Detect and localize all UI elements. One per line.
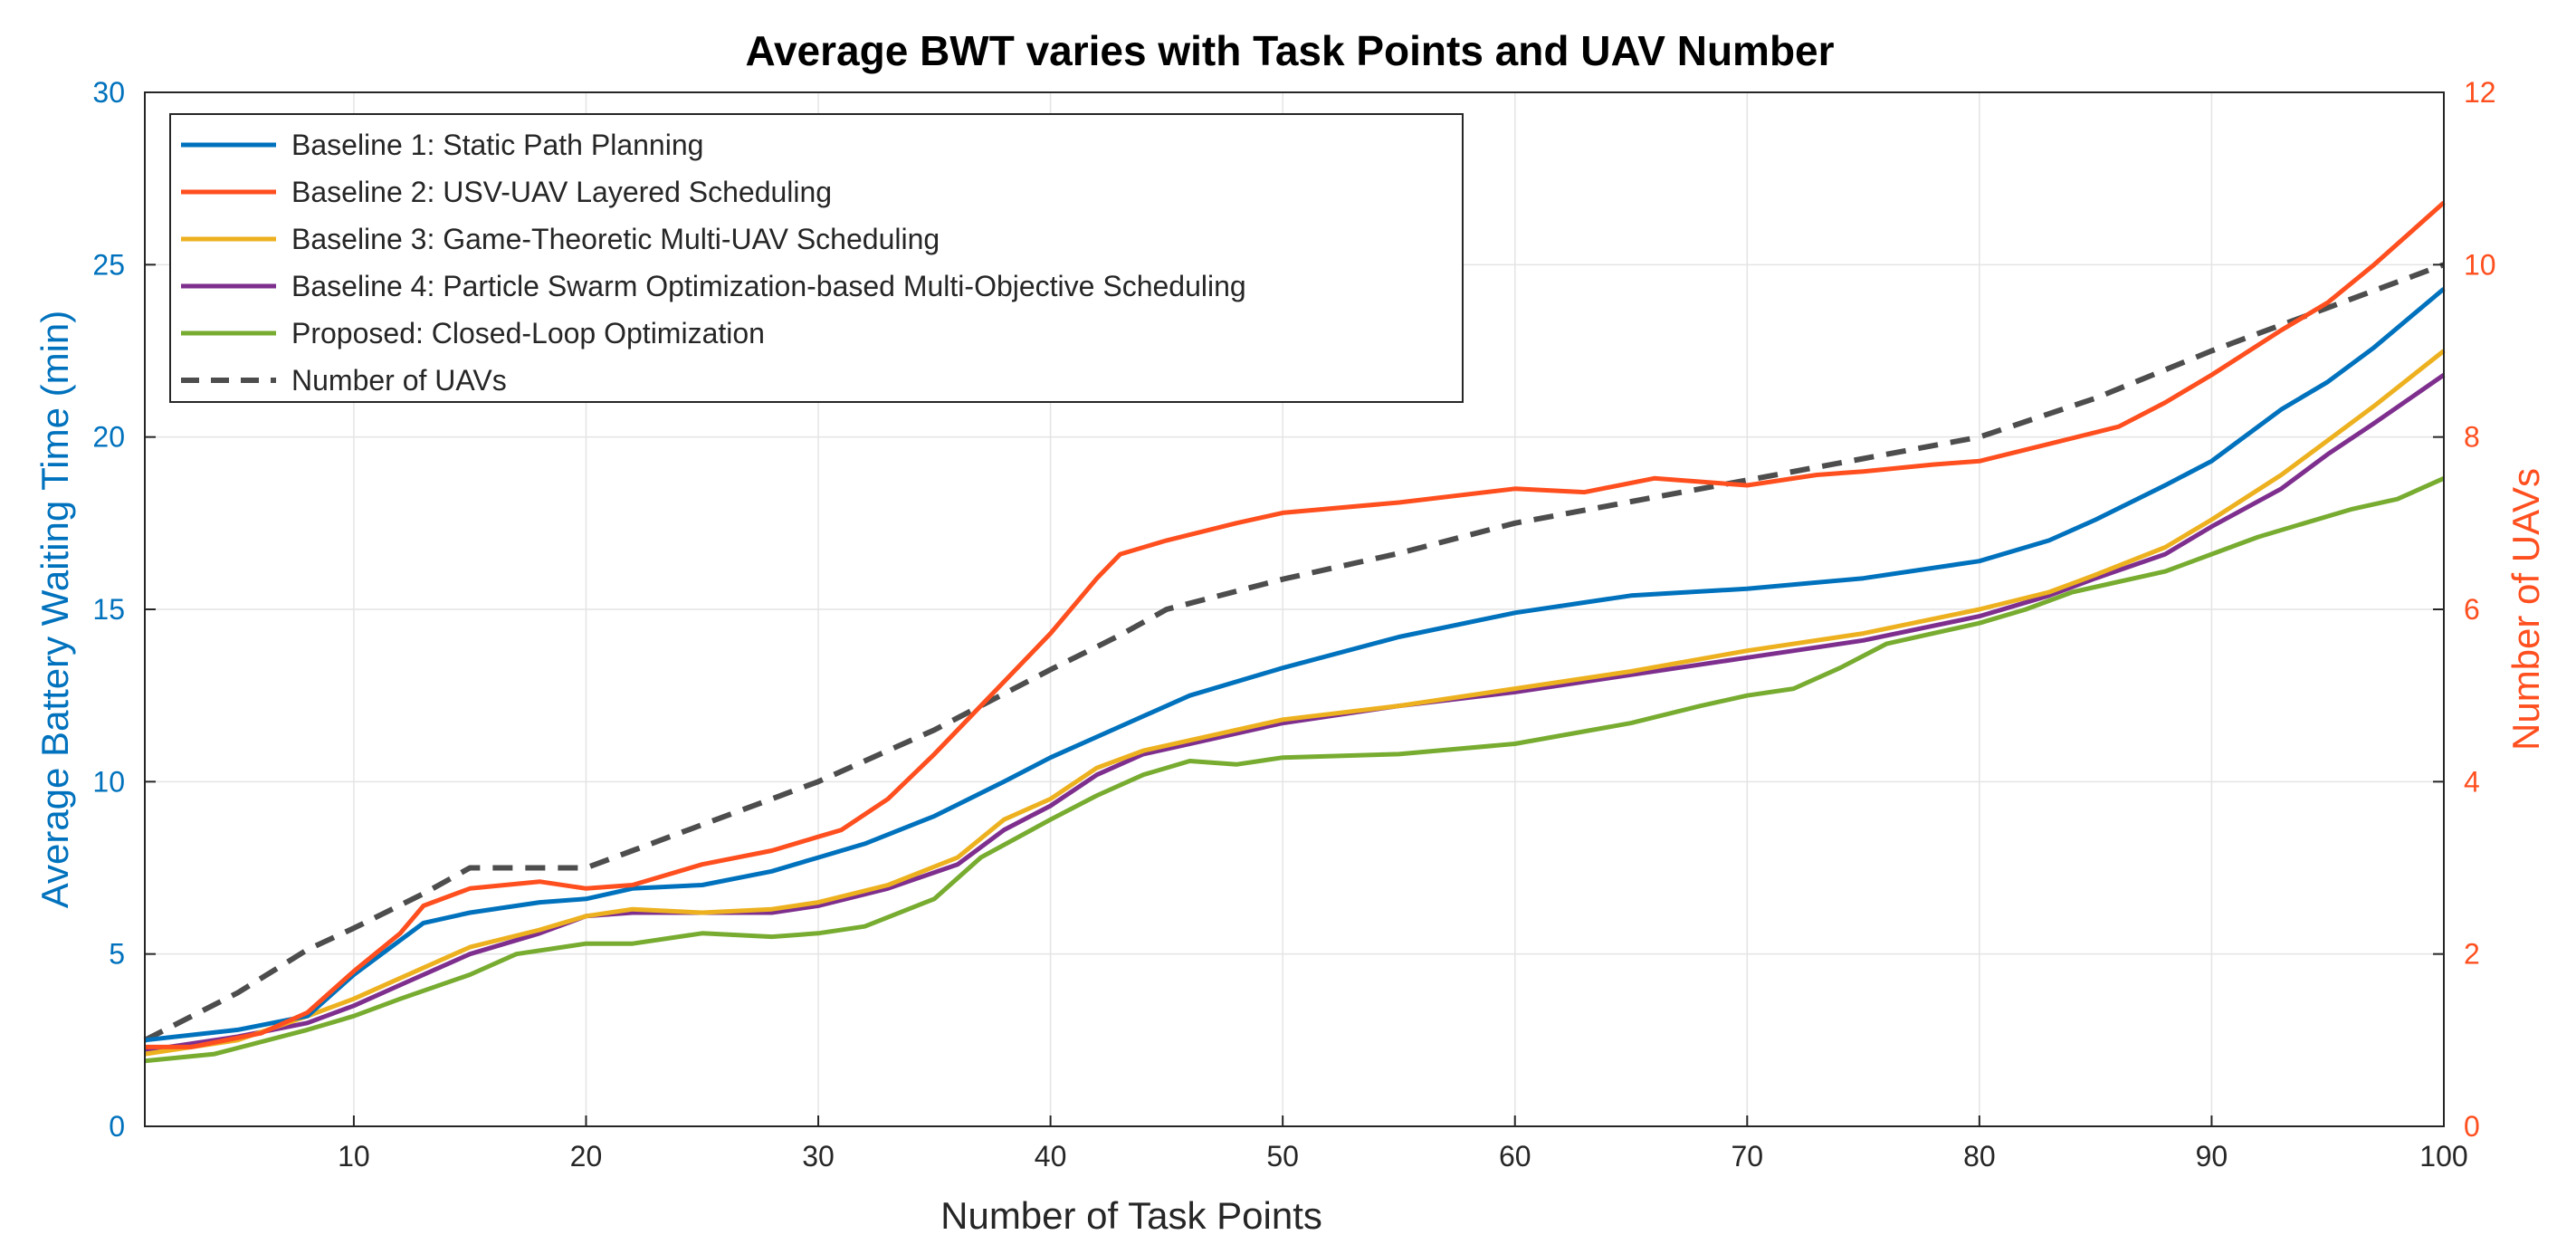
x-tick-label: 70 <box>1732 1140 1764 1173</box>
left-y-tick-label: 5 <box>109 938 125 971</box>
right-y-tick-label: 2 <box>2464 938 2480 971</box>
legend-label-2: Baseline 2: USV-UAV Layered Scheduling <box>291 176 832 208</box>
series-line-1 <box>144 287 2446 1043</box>
left-y-tick-label: 25 <box>92 248 125 281</box>
right-y-axis-ticks: 0 2 4 6 8 10 12 <box>2433 76 2496 1143</box>
x-tick-label: 10 <box>338 1140 370 1173</box>
series-line-4 <box>144 373 2446 1053</box>
left-y-tick-label: 30 <box>92 76 125 109</box>
series-lines <box>143 200 2446 1064</box>
series-line-5 <box>144 476 2446 1064</box>
x-axis-ticks: 10 20 30 40 50 60 70 80 90 100 <box>338 1115 2468 1173</box>
x-tick-label: 20 <box>570 1140 603 1173</box>
right-y-tick-label: 12 <box>2464 76 2496 109</box>
x-tick-label: 30 <box>802 1140 835 1173</box>
x-axis-label: Number of Task Points <box>940 1194 1322 1237</box>
x-tick-label: 90 <box>2196 1140 2228 1173</box>
right-y-axis-label: Number of UAVs <box>2504 468 2547 751</box>
right-y-tick-label: 0 <box>2464 1110 2480 1143</box>
left-y-tick-label: 15 <box>92 593 125 626</box>
x-tick-label: 50 <box>1266 1140 1299 1173</box>
right-y-tick-label: 8 <box>2464 421 2480 454</box>
left-y-axis-ticks: 0 5 10 15 20 25 30 <box>92 76 156 1143</box>
left-y-tick-label: 10 <box>92 765 125 798</box>
left-y-axis-label: Average Battery Waiting Time (min) <box>33 311 76 909</box>
right-y-tick-label: 10 <box>2464 248 2496 281</box>
left-y-tick-label: 0 <box>109 1110 125 1143</box>
series-line-2 <box>145 200 2446 1049</box>
right-y-tick-label: 4 <box>2464 765 2480 798</box>
legend: Baseline 1: Static Path Planning Baseline… <box>169 113 1464 403</box>
x-tick-label: 80 <box>1963 1140 1996 1173</box>
series-line-3 <box>144 349 2446 1057</box>
legend-label-1: Baseline 1: Static Path Planning <box>291 129 703 161</box>
x-tick-label: 60 <box>1499 1140 1531 1173</box>
legend-label-5: Proposed: Closed-Loop Optimization <box>291 317 765 349</box>
chart-title: Average BWT varies with Task Points and … <box>745 27 1834 74</box>
right-y-tick-label: 6 <box>2464 593 2480 626</box>
legend-label-6: Number of UAVs <box>291 364 507 397</box>
x-tick-label: 40 <box>1035 1140 1067 1173</box>
legend-label-4: Baseline 4: Particle Swarm Optimization-… <box>291 270 1246 302</box>
legend-label-3: Baseline 3: Game-Theoretic Multi-UAV Sch… <box>291 223 940 255</box>
legend-box <box>169 113 1464 403</box>
left-y-tick-label: 20 <box>92 421 125 454</box>
x-tick-label: 100 <box>2419 1140 2467 1173</box>
